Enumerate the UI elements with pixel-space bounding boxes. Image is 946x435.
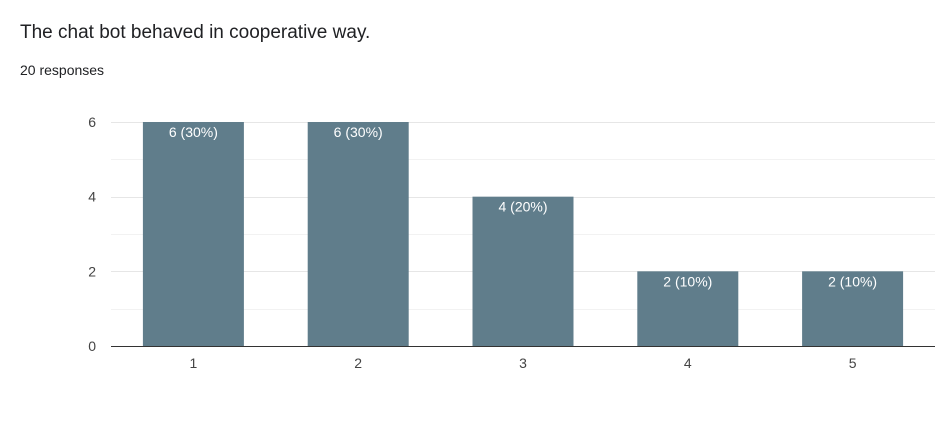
y-axis-ticks: 0 2 4 6 <box>88 114 96 354</box>
x-tick-label-4: 4 <box>684 355 692 371</box>
x-tick-label-2: 2 <box>354 355 362 371</box>
bars <box>142 122 904 346</box>
x-tick-label-1: 1 <box>190 355 198 371</box>
bar-3 <box>472 196 574 346</box>
responses-count: 20 responses <box>20 62 105 78</box>
y-tick-label-6: 6 <box>88 114 96 130</box>
data-label-4: 2 (10%) <box>663 273 712 289</box>
bar-1 <box>142 122 244 346</box>
bar-5 <box>802 271 904 346</box>
x-tick-label-3: 3 <box>519 355 527 371</box>
bar-4 <box>637 271 739 346</box>
x-tick-label-5: 5 <box>849 355 857 371</box>
y-tick-label-2: 2 <box>88 263 96 279</box>
data-labels: 6 (30%) 6 (30%) 4 (20%) 2 (10%) 2 (10%) <box>169 124 877 289</box>
data-label-2: 6 (30%) <box>334 124 383 140</box>
y-tick-label-4: 4 <box>88 189 96 205</box>
x-axis-ticks: 1 2 3 4 5 <box>190 355 857 371</box>
y-tick-label-0: 0 <box>88 338 96 354</box>
bar-2 <box>307 122 409 346</box>
data-label-5: 2 (10%) <box>828 273 877 289</box>
data-label-1: 6 (30%) <box>169 124 218 140</box>
data-label-3: 4 (20%) <box>498 199 547 215</box>
question-title: The chat bot behaved in cooperative way. <box>20 22 371 43</box>
